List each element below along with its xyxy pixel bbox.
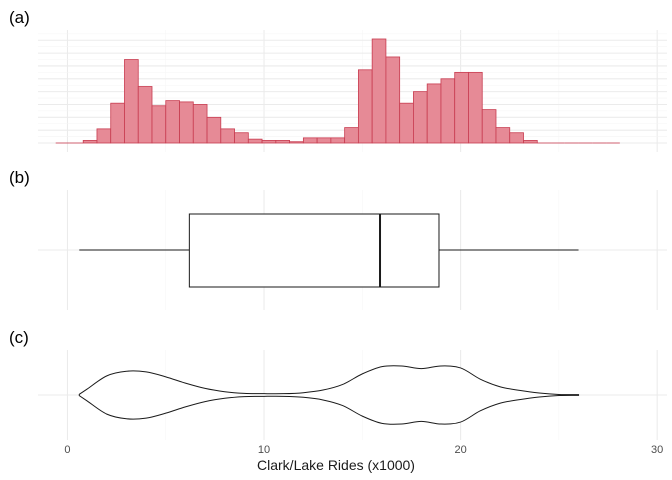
x-axis-ticks: 0 10 20 30 [64, 444, 663, 456]
histogram-bar [179, 101, 194, 144]
histogram-bar [151, 105, 167, 144]
histogram-bar [495, 127, 511, 144]
histogram-bar [509, 132, 524, 144]
histogram-bar [124, 59, 139, 144]
histogram-bar [220, 128, 235, 144]
boxplot-panel [79, 213, 579, 288]
histogram-bar [440, 78, 456, 144]
histogram-bar [82, 140, 98, 144]
histogram-bar [206, 116, 222, 144]
histogram-bar [137, 86, 153, 144]
x-tick-label: 20 [454, 444, 466, 456]
x-tick-label: 10 [258, 444, 270, 456]
histogram-bar [192, 104, 208, 144]
histogram-bar [234, 132, 249, 144]
violin-outline [78, 365, 580, 425]
histogram-panel [55, 38, 620, 144]
histogram-bar [399, 102, 414, 144]
x-tick-label: 30 [651, 444, 663, 456]
x-axis-title: Clark/Lake Rides (x1000) [257, 457, 415, 473]
histogram-bar [165, 100, 180, 144]
histogram-bar [481, 109, 497, 144]
histogram-bar [110, 102, 125, 144]
histogram-bar [302, 137, 318, 144]
histogram-bar [357, 69, 373, 144]
histogram-bar [275, 140, 291, 144]
histogram-bar [426, 83, 442, 144]
histogram-bar [385, 56, 401, 144]
panel-tag-c: (c) [9, 328, 29, 347]
histogram-bar [523, 140, 538, 144]
panel-tag-b: (b) [9, 168, 30, 187]
histogram-bar [454, 71, 469, 144]
panel-tag-a: (a) [9, 8, 30, 27]
violin-panel [78, 365, 580, 425]
histogram-bar [371, 38, 387, 144]
histogram-bar [261, 140, 277, 144]
histogram-bar [316, 137, 332, 144]
histogram-bar [468, 71, 483, 144]
histogram-bar [413, 91, 428, 144]
histogram-bar [344, 127, 359, 144]
x-tick-label: 0 [64, 444, 70, 456]
histogram-bar [289, 141, 304, 144]
histogram-bar [330, 137, 346, 144]
histogram-bar [247, 138, 263, 144]
histogram-bar [96, 128, 112, 144]
boxplot-box [188, 213, 440, 288]
